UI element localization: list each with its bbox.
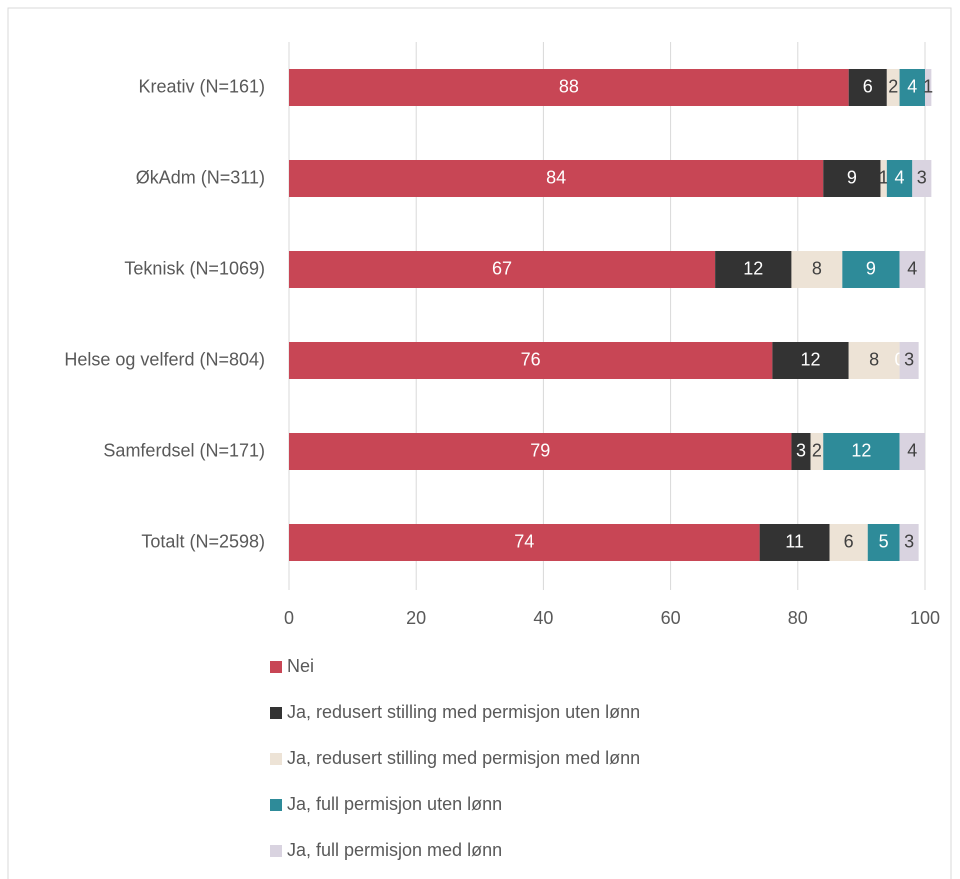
legend-swatch (270, 753, 282, 765)
x-tick-label: 100 (910, 608, 940, 628)
bar-segment (899, 342, 919, 379)
data-label: 76 (521, 349, 541, 369)
data-label: 79 (530, 440, 550, 460)
bar-segment (899, 69, 925, 106)
y-tick-label: Teknisk (N=1069) (124, 258, 265, 278)
x-tick-label: 80 (788, 608, 808, 628)
x-tick-label: 20 (406, 608, 426, 628)
data-label: 67 (492, 258, 512, 278)
bar-segment (759, 524, 830, 561)
bar-segment (823, 433, 900, 470)
data-label: 4 (907, 76, 917, 96)
bar-segment (289, 251, 716, 288)
data-label: 6 (863, 76, 873, 96)
data-label: 8 (812, 258, 822, 278)
chart-border (7, 7, 952, 879)
data-label: 2 (812, 440, 822, 460)
bar-segment (848, 69, 887, 106)
data-label: 3 (904, 349, 914, 369)
data-label: 9 (866, 258, 876, 278)
data-label: 3 (904, 531, 914, 551)
bar-segment (715, 251, 792, 288)
bar-segment (886, 69, 900, 106)
bar-segment (899, 524, 919, 561)
data-label: 9 (847, 167, 857, 187)
y-tick-label: Samferdsel (N=171) (103, 440, 265, 460)
bar-segment (823, 160, 881, 197)
data-label: 1 (923, 76, 933, 96)
legend-label: Ja, redusert stilling med permisjon med … (287, 748, 640, 768)
y-tick-label: Totalt (N=2598) (141, 531, 265, 551)
x-tick-label: 0 (284, 608, 294, 628)
data-label: 3 (796, 440, 806, 460)
data-label: 3 (917, 167, 927, 187)
data-label: 74 (514, 531, 534, 551)
legend-swatch (270, 661, 282, 673)
data-label: 8 (869, 349, 879, 369)
data-label: 11 (785, 531, 804, 551)
bar-segment (791, 433, 811, 470)
bar-segment (772, 342, 849, 379)
bar-segment (289, 342, 773, 379)
bar-segment (880, 160, 887, 197)
data-label: 6 (844, 531, 854, 551)
data-label: 12 (801, 349, 821, 369)
x-tick-label: 40 (533, 608, 553, 628)
legend-label: Ja, full permisjon med lønn (287, 840, 502, 860)
bar-segment (912, 160, 932, 197)
data-label: 4 (907, 440, 917, 460)
bar-segment (848, 342, 900, 379)
legend-label: Ja, redusert stilling med permisjon uten… (287, 702, 640, 722)
bar-segment (829, 524, 868, 561)
data-label: 2 (888, 76, 898, 96)
data-label: 12 (851, 440, 871, 460)
bar-segment (925, 69, 932, 106)
legend-swatch (270, 707, 282, 719)
y-tick-label: Kreativ (N=161) (138, 76, 265, 96)
x-tick-label: 60 (661, 608, 681, 628)
bar-segment (886, 160, 913, 197)
data-label: 5 (879, 531, 889, 551)
data-label: 4 (907, 258, 917, 278)
bar-segment (289, 160, 824, 197)
data-label: 4 (895, 167, 905, 187)
bar-segment (810, 433, 824, 470)
bar-segment (289, 524, 760, 561)
data-label: 12 (743, 258, 763, 278)
data-label: 1 (879, 167, 889, 187)
data-label: 88 (559, 76, 579, 96)
legend-label: Nei (287, 656, 314, 676)
bar-segment (899, 433, 925, 470)
bar-segment (289, 69, 849, 106)
legend-swatch (270, 845, 282, 857)
data-label: 84 (546, 167, 566, 187)
y-tick-label: Helse og velferd (N=804) (64, 349, 265, 369)
legend-swatch (270, 799, 282, 811)
bar-segment (867, 524, 900, 561)
bar-segment (791, 251, 843, 288)
bar-segment (289, 433, 792, 470)
bar-segment (899, 251, 925, 288)
y-tick-label: ØkAdm (N=311) (136, 167, 265, 187)
bar-segment (842, 251, 900, 288)
legend-label: Ja, full permisjon uten lønn (287, 794, 502, 814)
